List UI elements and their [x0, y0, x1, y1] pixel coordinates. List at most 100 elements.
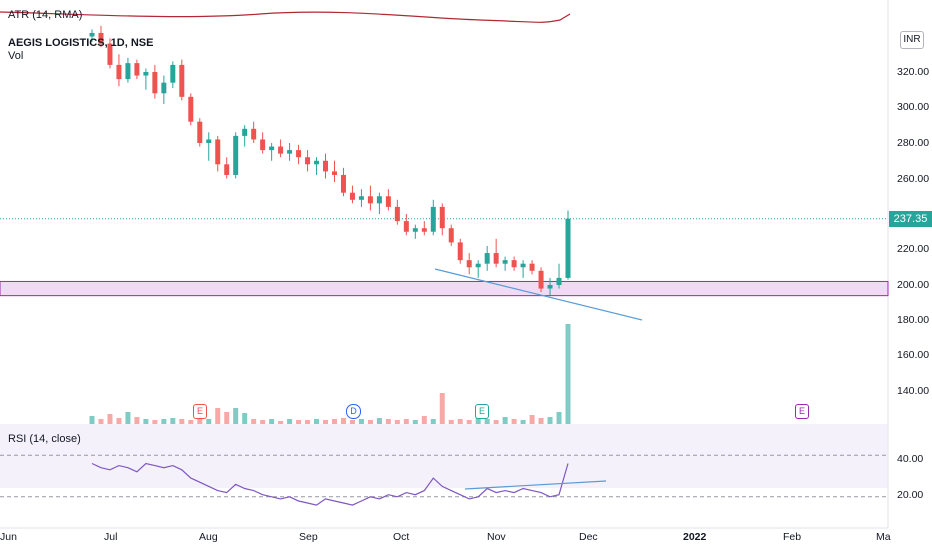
volume-bar	[179, 419, 185, 424]
volume-bar	[430, 419, 436, 424]
candle-body	[565, 218, 571, 278]
trendline	[434, 268, 643, 321]
candle-body	[484, 253, 490, 264]
candle-body	[502, 260, 508, 264]
candle-body	[457, 242, 463, 261]
volume-bar	[143, 419, 149, 424]
volume-bar	[331, 419, 337, 424]
volume-bar	[565, 324, 571, 424]
candle-body	[349, 192, 355, 200]
candle-body	[305, 157, 311, 165]
time-axis-tick: Dec	[579, 531, 598, 543]
candle-body	[152, 72, 158, 94]
volume-bar	[314, 419, 320, 424]
volume-bar	[457, 419, 463, 424]
price-axis-tick: 140.00	[897, 385, 930, 397]
candle-body	[403, 221, 409, 232]
rsi-indicator-label[interactable]: RSI (14, close)	[8, 433, 81, 445]
volume-bar	[287, 419, 293, 424]
candle-body	[161, 82, 167, 94]
volume-bar	[107, 414, 113, 424]
volume-bar	[385, 419, 391, 424]
time-axis-tick: Jul	[104, 531, 118, 543]
candle-body	[439, 206, 445, 229]
candle-body	[323, 160, 329, 172]
volume-bar	[349, 420, 355, 424]
price-axis-tick: 200.00	[897, 279, 930, 291]
volume-bar	[358, 419, 364, 424]
candle-body	[134, 63, 140, 76]
rsi-line	[91, 462, 569, 506]
candle-body	[125, 63, 131, 80]
candle-body	[520, 263, 526, 268]
currency-badge[interactable]: INR	[900, 31, 924, 49]
atr-indicator-label[interactable]: ATR (14, RMA)	[8, 9, 83, 21]
volume-indicator-label[interactable]: Vol	[8, 50, 24, 62]
candle-body	[331, 171, 337, 175]
volume-bar	[394, 420, 400, 424]
candle-body	[394, 206, 400, 222]
rsi-axis-tick: 40.00	[897, 453, 924, 465]
candle-body	[197, 121, 203, 143]
candle-body	[556, 277, 562, 285]
candle-body	[233, 135, 239, 175]
volume-bar	[475, 418, 481, 424]
volume-bar	[323, 420, 329, 424]
volume-bar	[152, 420, 158, 424]
volume-bar	[502, 417, 508, 424]
volume-bar	[116, 418, 122, 424]
volume-bar	[493, 420, 499, 424]
time-axis-tick: Jun	[0, 531, 17, 543]
volume-bar	[305, 420, 311, 424]
price-axis-tick: 220.00	[897, 243, 930, 255]
symbol-title[interactable]: AEGIS LOGISTICS, 1D, NSE	[8, 37, 154, 49]
time-axis-tick: Aug	[199, 531, 218, 543]
volume-bar	[547, 417, 553, 424]
volume-bar	[466, 420, 472, 424]
volume-bar	[251, 419, 257, 424]
candle-body	[269, 146, 275, 151]
volume-bar	[484, 419, 490, 424]
time-axis-tick: Feb	[783, 531, 802, 543]
rsi-axis-tick: 20.00	[897, 489, 924, 501]
candle-body	[98, 32, 104, 44]
earnings-upcoming-icon[interactable]: E	[795, 404, 809, 419]
volume-bar	[215, 408, 221, 424]
candle-body	[188, 96, 194, 122]
volume-bar	[367, 420, 373, 424]
candle-body	[511, 260, 517, 268]
candle-body	[143, 72, 149, 76]
rsi-divergence-line	[464, 480, 607, 490]
time-axis-tick: Nov	[487, 531, 506, 543]
candle-body	[287, 150, 293, 154]
last-price-tag: 237.35	[889, 211, 932, 227]
volume-bar	[98, 419, 104, 424]
volume-bar	[242, 413, 248, 424]
earnings-event-icon[interactable]: E	[193, 404, 207, 419]
earnings-event-icon[interactable]: E	[475, 404, 489, 419]
volume-bar	[197, 417, 203, 424]
rsi-band	[0, 424, 888, 488]
candle-body	[215, 139, 221, 165]
dividend-event-icon[interactable]: D	[346, 404, 361, 419]
candle-body	[170, 64, 176, 83]
time-axis-tick: Sep	[299, 531, 318, 543]
candle-body	[116, 64, 122, 80]
volume-bar	[556, 412, 562, 424]
volume-bar	[529, 415, 535, 424]
candle-body	[385, 196, 391, 207]
candle-body	[367, 196, 373, 204]
candle-body	[251, 128, 257, 140]
candle-body	[358, 196, 364, 200]
candle-body	[376, 196, 382, 204]
volume-bar	[233, 408, 239, 424]
volume-bar	[125, 412, 131, 424]
candle-body	[547, 285, 553, 289]
volume-bar	[278, 421, 284, 424]
volume-bar	[269, 419, 275, 424]
support-zone	[0, 280, 889, 297]
candle-body	[538, 270, 544, 289]
volume-bar	[260, 420, 266, 424]
volume-bar	[538, 418, 544, 424]
